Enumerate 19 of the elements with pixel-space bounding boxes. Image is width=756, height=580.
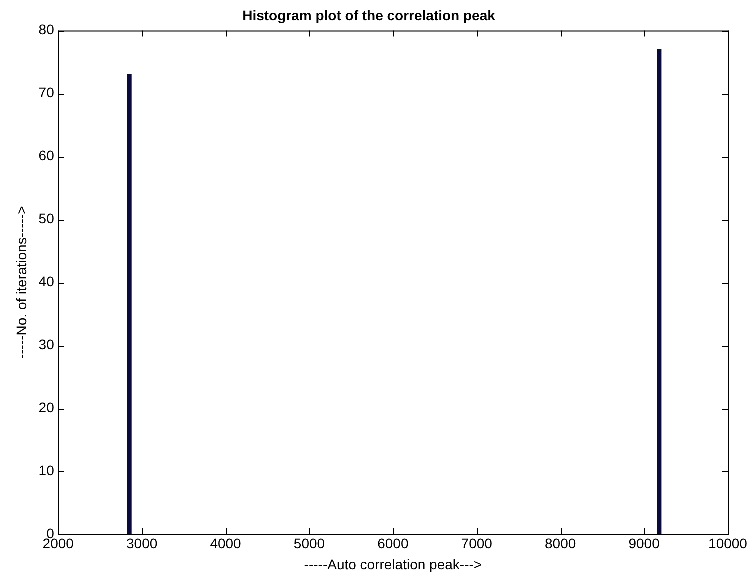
x-tick-label: 4000 — [210, 536, 242, 552]
x-tick-label: 10000 — [708, 536, 748, 552]
y-tick-label: 50 — [38, 210, 55, 227]
y-tick-label: 80 — [38, 22, 55, 38]
y-axis-title: -----No. of iterations-----> — [13, 206, 30, 360]
x-tick-label: 8000 — [545, 536, 576, 552]
x-axis-title: -----Auto correlation peak---> — [304, 556, 482, 572]
y-tick-label: 60 — [38, 148, 55, 164]
y-tick-label: 20 — [38, 399, 55, 416]
x-tick-label: 5000 — [294, 536, 326, 552]
x-tick-label: 7000 — [461, 536, 493, 552]
x-tick-label: 9000 — [628, 536, 660, 552]
x-tick-label: 6000 — [378, 536, 409, 552]
y-tick-label: 10 — [38, 462, 55, 478]
chart-title: Histogram plot of the correlation peak — [242, 7, 496, 24]
y-tick-label: 40 — [38, 273, 55, 290]
y-tick-label: 70 — [38, 84, 55, 101]
y-tick-label: 30 — [38, 336, 55, 352]
x-tick-label: 3000 — [126, 536, 158, 552]
